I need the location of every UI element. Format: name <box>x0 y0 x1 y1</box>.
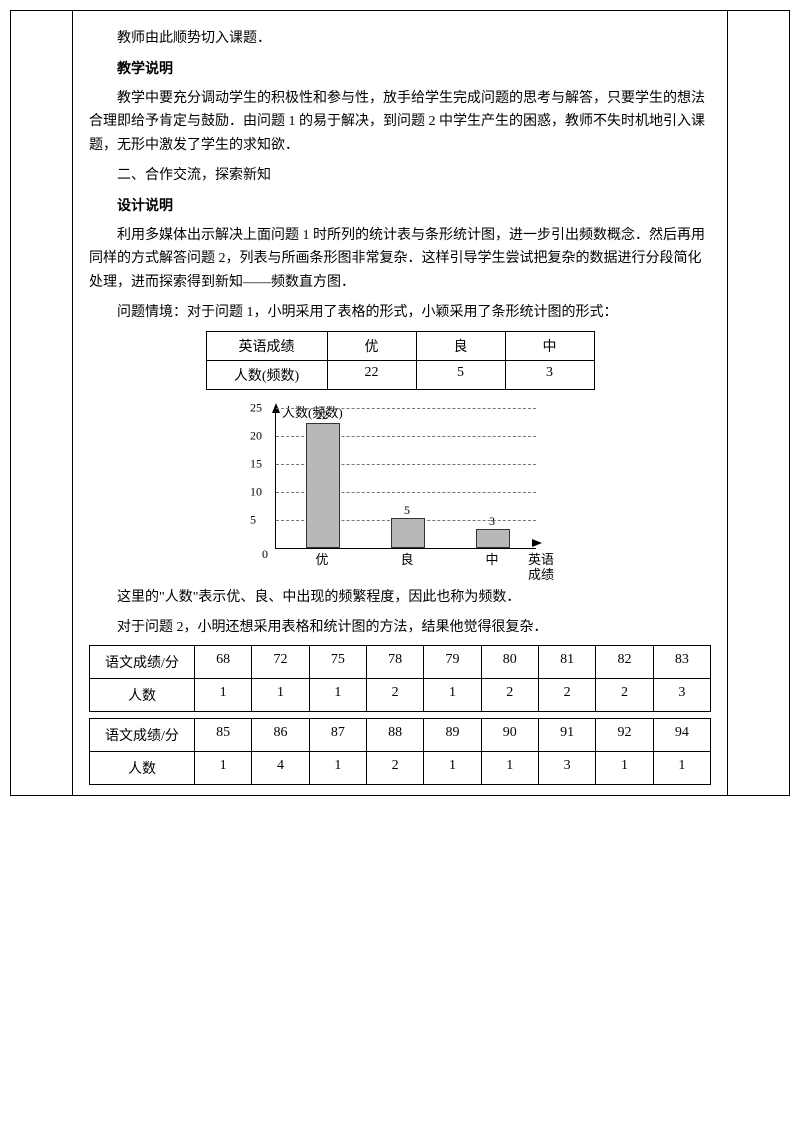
chart-bar <box>391 518 425 548</box>
outer-layout-table: 教师由此顺势切入课题． 教学说明 教学中要充分调动学生的积极性和参与性，放手给学… <box>10 10 790 796</box>
table-cell: 72 <box>252 646 309 679</box>
paragraph-design-note: 利用多媒体出示解决上面问题 1 时所列的统计表与条形统计图，进一步引出频数概念．… <box>89 224 711 295</box>
table-cell: 92 <box>596 719 653 752</box>
table-cell: 78 <box>366 646 423 679</box>
table-cell: 2 <box>596 679 653 712</box>
table-cell: 1 <box>195 752 252 785</box>
table-cell: 68 <box>195 646 252 679</box>
table-cell: 3 <box>505 360 594 389</box>
table-head: 人数 <box>90 752 195 785</box>
table-cell: 91 <box>538 719 595 752</box>
table-cell: 85 <box>195 719 252 752</box>
chart-bar <box>476 529 510 548</box>
chinese-score-table-1: 语文成绩/分 68 72 75 78 79 80 81 82 83 人数 1 1… <box>89 645 711 712</box>
x-axis-arrow-icon <box>532 536 542 552</box>
y-axis-arrow-icon <box>272 402 280 418</box>
table-cell: 88 <box>366 719 423 752</box>
x-axis-label: 英语成绩 <box>528 552 554 583</box>
english-score-table: 英语成绩 优 良 中 人数(频数) 22 5 3 <box>206 331 595 390</box>
bar-category-label: 中 <box>485 549 498 568</box>
chinese-score-table-2: 语文成绩/分 85 86 87 88 89 90 91 92 94 人数 1 4… <box>89 718 711 785</box>
heading-design-note: 设计说明 <box>89 194 711 218</box>
table-cell: 1 <box>424 679 481 712</box>
table-cell: 2 <box>481 679 538 712</box>
table-cell: 中 <box>505 331 594 360</box>
table-cell: 81 <box>538 646 595 679</box>
bar-category-label: 优 <box>315 549 328 568</box>
table-cell: 83 <box>653 646 710 679</box>
table-head: 语文成绩/分 <box>90 719 195 752</box>
table-cell: 1 <box>481 752 538 785</box>
table-cell: 2 <box>538 679 595 712</box>
table-cell: 94 <box>653 719 710 752</box>
table-cell: 5 <box>416 360 505 389</box>
paragraph-section-2: 二、合作交流，探索新知 <box>89 164 711 188</box>
right-margin-cell <box>728 11 790 796</box>
y-tick-0: 0 <box>262 547 268 562</box>
y-tick-label: 5 <box>250 512 256 527</box>
table-cell: 2 <box>366 679 423 712</box>
y-axis-label: 人数(频数) <box>282 402 343 421</box>
paragraph-complex-note: 对于问题 2，小明还想采用表格和统计图的方法，结果他觉得很复杂． <box>89 616 711 640</box>
chart-bar <box>306 423 340 548</box>
table-cell: 3 <box>653 679 710 712</box>
table-cell: 1 <box>653 752 710 785</box>
table-cell: 3 <box>538 752 595 785</box>
table-cell: 22 <box>327 360 416 389</box>
paragraph-teaching-note: 教学中要充分调动学生的积极性和参与性，放手给学生完成问题的思考与解答，只要学生的… <box>89 87 711 158</box>
bar-value-label: 5 <box>404 503 410 518</box>
bar-value-label: 3 <box>489 514 495 529</box>
table-cell: 1 <box>309 752 366 785</box>
table-cell: 82 <box>596 646 653 679</box>
table-cell: 79 <box>424 646 481 679</box>
y-tick-label: 25 <box>250 400 262 415</box>
table-cell: 优 <box>327 331 416 360</box>
table-cell: 87 <box>309 719 366 752</box>
y-tick-label: 10 <box>250 484 262 499</box>
heading-teaching-note: 教学说明 <box>89 57 711 81</box>
y-tick-label: 20 <box>250 428 262 443</box>
bar-value-label: 22 <box>316 408 328 423</box>
table-cell: 1 <box>252 679 309 712</box>
paragraph-context: 问题情境：对于问题 1，小明采用了表格的形式，小颖采用了条形统计图的形式： <box>89 301 711 325</box>
table-cell: 1 <box>596 752 653 785</box>
y-tick-label: 15 <box>250 456 262 471</box>
table-cell: 75 <box>309 646 366 679</box>
table-cell: 89 <box>424 719 481 752</box>
main-content-cell: 教师由此顺势切入课题． 教学说明 教学中要充分调动学生的积极性和参与性，放手给学… <box>73 11 728 796</box>
table-cell: 1 <box>424 752 481 785</box>
table-head: 人数 <box>90 679 195 712</box>
table-cell: 英语成绩 <box>206 331 327 360</box>
table-cell: 人数(频数) <box>206 360 327 389</box>
left-margin-cell <box>11 11 73 796</box>
bar-chart: 人数(频数) 0 英语成绩 51015202522优5良3中 <box>245 398 555 578</box>
table-cell: 良 <box>416 331 505 360</box>
bar-category-label: 良 <box>400 549 413 568</box>
paragraph-freq-note: 这里的"人数"表示优、良、中出现的频繁程度，因此也称为频数． <box>89 586 711 610</box>
table-cell: 1 <box>195 679 252 712</box>
grid-line <box>276 408 536 409</box>
table-cell: 90 <box>481 719 538 752</box>
paragraph-intro: 教师由此顺势切入课题． <box>89 27 711 51</box>
table-head: 语文成绩/分 <box>90 646 195 679</box>
table-cell: 86 <box>252 719 309 752</box>
table-cell: 4 <box>252 752 309 785</box>
table-cell: 2 <box>366 752 423 785</box>
chart-plot-area: 人数(频数) 0 英语成绩 51015202522优5良3中 <box>275 408 536 549</box>
table-cell: 80 <box>481 646 538 679</box>
table-cell: 1 <box>309 679 366 712</box>
